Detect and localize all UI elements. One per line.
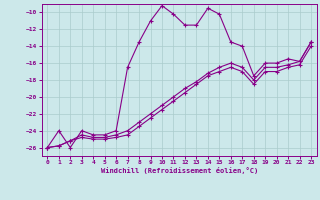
X-axis label: Windchill (Refroidissement éolien,°C): Windchill (Refroidissement éolien,°C) xyxy=(100,167,258,174)
